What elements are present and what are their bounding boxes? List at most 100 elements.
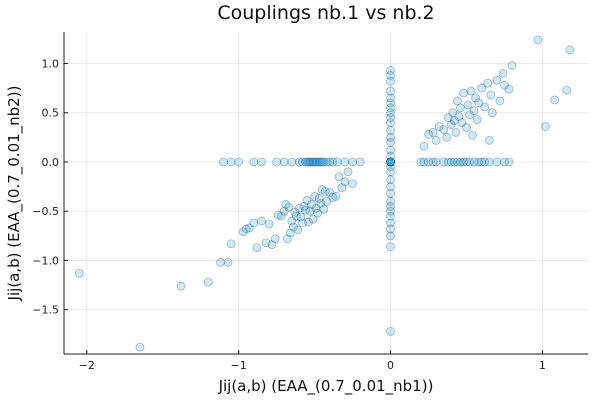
data-point <box>459 88 468 98</box>
data-point <box>386 206 395 216</box>
data-point <box>474 98 484 108</box>
data-point <box>428 157 438 167</box>
data-point <box>244 223 254 233</box>
data-point <box>343 167 353 177</box>
data-point <box>386 98 395 108</box>
data-point <box>340 177 350 187</box>
data-point <box>386 157 395 167</box>
data-point <box>443 113 453 123</box>
data-point <box>307 199 316 209</box>
data-point <box>386 113 395 123</box>
data-point <box>302 195 312 205</box>
data-point <box>313 208 323 218</box>
data-point <box>295 203 304 213</box>
data-point <box>386 326 395 336</box>
data-point <box>284 202 294 212</box>
data-point <box>386 157 395 167</box>
data-point <box>282 234 292 244</box>
data-point <box>328 157 338 167</box>
data-point <box>305 206 315 216</box>
data-point <box>316 157 326 167</box>
data-point <box>299 201 309 211</box>
data-point <box>314 157 324 167</box>
data-point <box>466 86 476 96</box>
data-point <box>484 157 494 167</box>
data-point <box>386 211 395 221</box>
data-point <box>290 207 300 217</box>
data-point <box>226 157 236 167</box>
data-point <box>288 222 298 232</box>
data-point <box>313 157 323 167</box>
data-point <box>386 167 395 177</box>
data-point <box>386 118 395 127</box>
data-point <box>302 157 312 167</box>
data-point <box>434 122 444 131</box>
data-point <box>304 157 313 167</box>
grid-lines <box>64 32 588 354</box>
data-point <box>319 204 329 214</box>
data-point <box>386 145 395 155</box>
data-point <box>310 192 320 201</box>
data-point <box>298 157 307 167</box>
y-tick-label: −1.0 <box>32 254 59 267</box>
data-point <box>468 130 477 140</box>
data-point <box>311 157 321 167</box>
data-point <box>337 183 347 192</box>
data-point <box>424 157 433 167</box>
data-point <box>477 157 487 167</box>
data-point <box>267 240 277 250</box>
data-point <box>386 151 395 161</box>
data-point <box>456 103 465 113</box>
data-point <box>498 68 508 78</box>
data-point <box>386 132 395 142</box>
data-point <box>319 157 329 167</box>
data-point <box>483 78 493 88</box>
data-point <box>471 93 481 103</box>
data-point <box>226 239 236 249</box>
data-point <box>463 100 473 110</box>
data-point <box>307 157 316 167</box>
data-point <box>442 132 452 142</box>
data-point <box>386 70 395 80</box>
data-point <box>287 216 297 226</box>
data-point <box>424 130 433 139</box>
data-point <box>428 128 438 137</box>
data-point <box>533 35 543 45</box>
data-point <box>480 102 490 112</box>
data-point <box>419 141 429 151</box>
data-point <box>386 126 395 135</box>
data-point <box>386 162 395 172</box>
data-point <box>541 122 550 131</box>
data-point <box>249 157 259 167</box>
y-axis-label: Jij(a,b) (EAA_(0.7_0.01_nb2)) <box>5 86 24 302</box>
data-point <box>465 157 474 167</box>
data-point <box>320 187 330 196</box>
data-point <box>486 90 496 100</box>
data-point <box>386 242 395 252</box>
data-point <box>465 110 474 120</box>
data-point <box>386 157 395 167</box>
data-point <box>311 203 321 213</box>
y-tick-label: −0.5 <box>32 205 59 218</box>
data-point <box>249 218 259 228</box>
data-point <box>386 103 395 113</box>
data-point <box>317 185 327 194</box>
data-point <box>386 157 395 167</box>
data-point <box>281 199 291 209</box>
y-tick-label: 1.0 <box>42 58 60 71</box>
data-point <box>386 157 395 167</box>
data-point <box>386 108 395 118</box>
data-point <box>416 157 426 167</box>
data-point <box>334 172 344 182</box>
data-point <box>446 120 456 129</box>
data-point <box>386 76 395 86</box>
data-point <box>386 189 395 198</box>
data-point <box>135 342 145 352</box>
chart-title: Couplings nb.1 vs nb.2 <box>217 2 434 24</box>
data-point <box>474 157 484 167</box>
data-point <box>301 157 310 167</box>
data-point <box>176 281 186 291</box>
data-point <box>550 95 559 105</box>
y-tick-label: −1.5 <box>32 304 59 317</box>
